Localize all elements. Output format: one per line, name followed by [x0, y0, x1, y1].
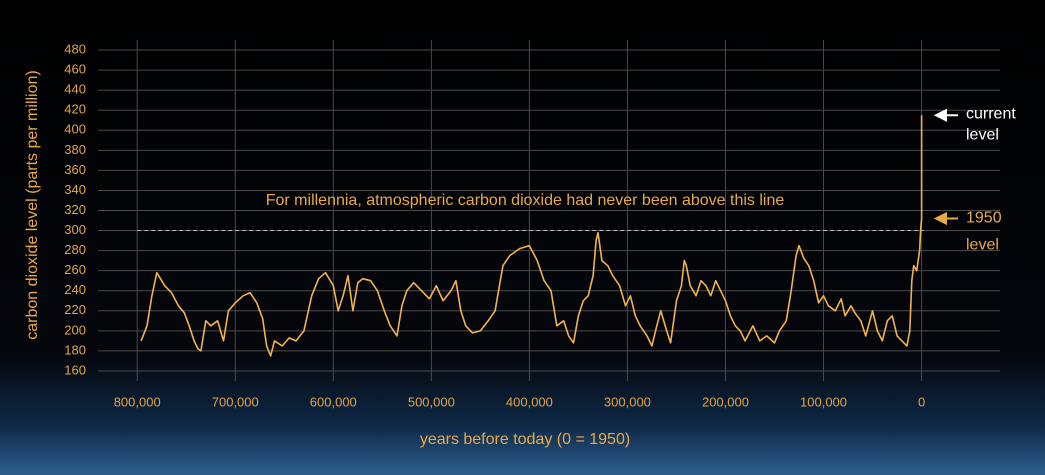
x-tick-label: 200,000: [702, 394, 749, 409]
y-tick-label: 200: [64, 322, 86, 337]
y-tick-label: 240: [64, 282, 86, 297]
current-label: level: [966, 126, 999, 143]
x-tick-label: 600,000: [310, 394, 357, 409]
y-tick-label: 480: [64, 41, 86, 56]
arrow-current: [933, 108, 958, 122]
y-tick-label: 280: [64, 242, 86, 257]
x-tick-label: 700,000: [212, 394, 259, 409]
y-tick-label: 160: [64, 362, 86, 377]
y-tick-label: 180: [64, 342, 86, 357]
y-tick-label: 460: [64, 62, 86, 77]
y-tick-label: 420: [64, 102, 86, 117]
data-line: [140, 115, 923, 357]
x-tick-label: 500,000: [408, 394, 455, 409]
y-tick-label: 260: [64, 262, 86, 277]
x-tick-label: 800,000: [114, 394, 161, 409]
current-label: current: [966, 105, 1016, 122]
arrow-1950: [933, 211, 958, 226]
x-tick-label: 0: [918, 394, 925, 409]
level-1950-label: 1950: [966, 210, 1002, 227]
y-tick-label: 320: [64, 202, 86, 217]
y-tick-label: 300: [64, 222, 86, 237]
x-tick-label: 100,000: [800, 394, 847, 409]
grid: [98, 40, 1000, 381]
y-axis-title: carbon dioxide level (parts per million): [24, 70, 41, 339]
annotation: For millennia, atmospheric carbon dioxid…: [266, 192, 785, 209]
y-tick-label: 360: [64, 162, 86, 177]
x-tick-label: 400,000: [506, 394, 553, 409]
y-tick-label: 440: [64, 82, 86, 97]
x-axis-title: years before today (0 = 1950): [420, 431, 630, 448]
y-tick-label: 220: [64, 302, 86, 317]
x-tick-label: 300,000: [604, 394, 651, 409]
level-1950-label: level: [966, 237, 999, 254]
plot: [137, 115, 924, 357]
y-tick-label: 380: [64, 142, 86, 157]
y-tick-label: 400: [64, 122, 86, 137]
y-tick-label: 340: [64, 182, 86, 197]
